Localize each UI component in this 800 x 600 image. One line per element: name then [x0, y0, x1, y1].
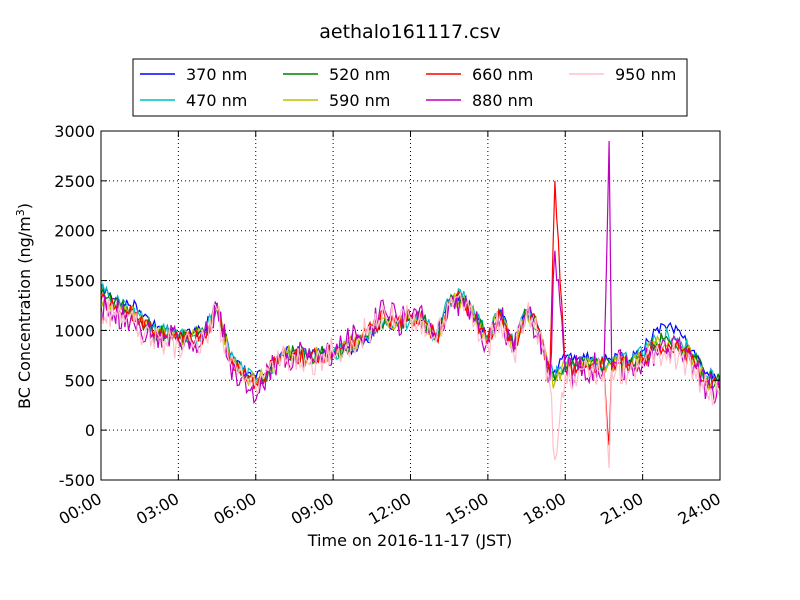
legend-entry-590-nm: 590 nm	[283, 91, 390, 110]
legend-entry-370-nm: 370 nm	[140, 65, 247, 84]
series-line-880-nm	[100, 140, 721, 404]
y-tick-label: 500	[64, 371, 95, 390]
y-tick-label: 1500	[54, 272, 95, 291]
y-axis-label: BC Concentration (ng/m3)	[14, 203, 34, 409]
y-tick-label: 0	[85, 421, 95, 440]
legend-label: 370 nm	[186, 65, 247, 84]
legend-label: 590 nm	[329, 91, 390, 110]
series-line-950-nm	[100, 291, 721, 469]
legend-entry-520-nm: 520 nm	[283, 65, 390, 84]
y-axis-label-close: )	[15, 203, 34, 209]
series-layer	[100, 140, 721, 469]
legend-label: 520 nm	[329, 65, 390, 84]
chart-title: aethalo161117.csv	[319, 21, 501, 43]
y-tick-label: 2000	[54, 222, 95, 241]
legend-label: 950 nm	[615, 65, 676, 84]
x-axis-label: Time on 2016-11-17 (JST)	[307, 531, 512, 550]
y-tick-label: 3000	[54, 122, 95, 141]
legend-entry-660-nm: 660 nm	[426, 65, 533, 84]
legend: 370 nm 470 nm 520 nm 590 nm 660 nm 880 nm 950 …	[132, 58, 688, 117]
legend-box	[132, 58, 688, 117]
y-tick-label: 2500	[54, 172, 95, 191]
legend-entry-950-nm: 950 nm	[569, 65, 676, 84]
legend-entry-470-nm: 470 nm	[140, 91, 247, 110]
legend-label: 470 nm	[186, 91, 247, 110]
y-axis-label-main: BC Concentration (ng/m	[15, 216, 34, 409]
legend-label: 880 nm	[472, 91, 533, 110]
y-tick-label: 1000	[54, 321, 95, 340]
legend-label: 660 nm	[472, 65, 533, 84]
y-axis-label-superscript: 3	[14, 209, 27, 216]
y-tick-label: -500	[59, 471, 95, 490]
legend-entry-880-nm: 880 nm	[426, 91, 533, 110]
